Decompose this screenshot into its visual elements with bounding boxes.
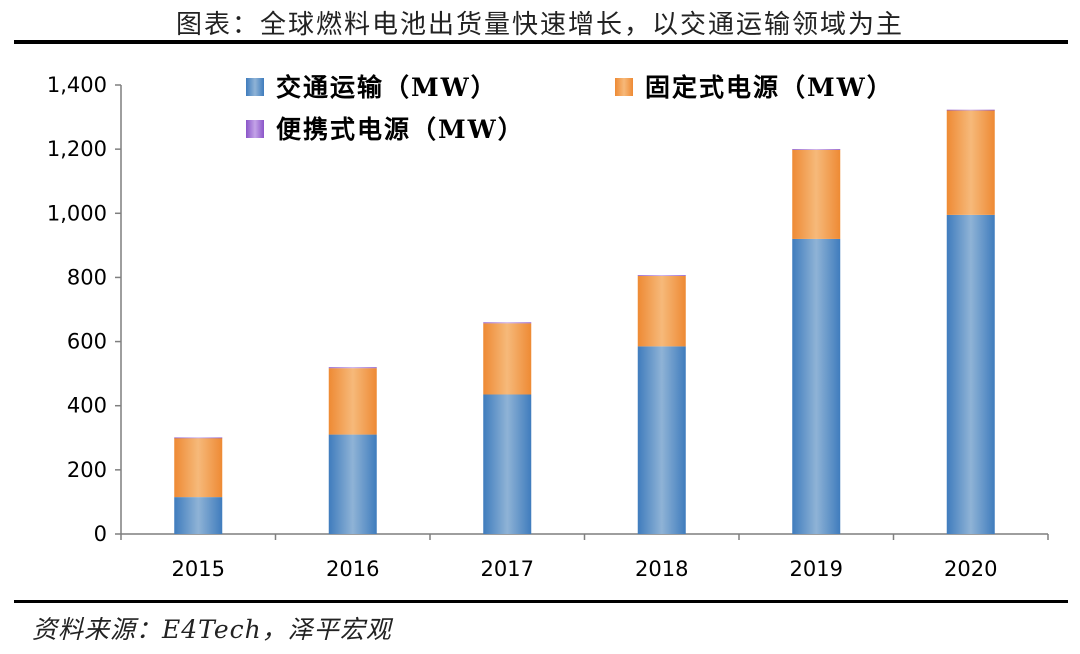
footer-rule — [14, 600, 1068, 603]
title-rule — [14, 40, 1068, 44]
legend-swatch-2 — [246, 120, 264, 138]
y-tick-label: 200 — [67, 458, 107, 482]
y-tick-label: 1,400 — [47, 73, 107, 97]
axes: 0 200 400 600 800 1,000 1,200 1,400 2015 2016 2017… — [47, 73, 1049, 581]
bar-segment-2-2020 — [946, 109, 995, 111]
bar-segment-1-2016 — [328, 368, 377, 435]
chart-svg: 0 200 400 600 800 1,000 1,200 1,400 2015 2016 2017… — [47, 73, 1049, 581]
legend-swatch-1 — [615, 78, 633, 96]
bar-segment-1-2017 — [483, 323, 532, 395]
bar-segment-1-2019 — [792, 149, 841, 239]
y-tick-label: 1,200 — [47, 137, 107, 161]
bar-segment-1-2020 — [946, 110, 995, 215]
legend-label-2: 便携式电源（MW） — [276, 115, 525, 144]
bar-segment-1-2015 — [174, 437, 223, 498]
legend-label-0: 交通运输（MW） — [276, 73, 498, 102]
y-tick-label: 800 — [67, 265, 107, 289]
bars — [174, 109, 995, 534]
bar-segment-1-2018 — [637, 275, 686, 347]
x-tick-label: 2020 — [944, 557, 997, 581]
bar-segment-0-2020 — [946, 214, 995, 534]
legend: 交通运输（MW） 固定式电源（MW） 便携式电源（MW） — [246, 73, 894, 144]
chart-title: 图表：全球燃料电池出货量快速增长，以交通运输领域为主 — [175, 10, 904, 40]
bar-segment-0-2015 — [174, 497, 223, 534]
x-tick-label: 2016 — [326, 557, 379, 581]
legend-swatch-0 — [246, 78, 264, 96]
bar-segment-2-2019 — [792, 149, 841, 150]
bar-segment-2-2015 — [174, 437, 223, 439]
bar-segment-0-2019 — [792, 238, 841, 534]
x-tick-label: 2015 — [172, 557, 225, 581]
x-tick-label: 2019 — [790, 557, 843, 581]
x-tick-label: 2018 — [635, 557, 688, 581]
y-tick-label: 600 — [67, 330, 107, 354]
y-tick-label: 400 — [67, 394, 107, 418]
y-tick-label: 1,000 — [47, 201, 107, 225]
bar-segment-0-2018 — [637, 346, 686, 534]
bar-segment-0-2016 — [328, 434, 377, 534]
bar-segment-2-2017 — [483, 322, 532, 324]
bar-segment-2-2018 — [637, 275, 686, 276]
legend-label-1: 固定式电源（MW） — [645, 73, 894, 102]
source-note: 资料来源：E4Tech，泽平宏观 — [32, 615, 392, 644]
bar-segment-2-2016 — [328, 367, 377, 369]
bar-segment-0-2017 — [483, 394, 532, 534]
x-tick-label: 2017 — [481, 557, 534, 581]
y-tick-label: 0 — [94, 522, 107, 546]
